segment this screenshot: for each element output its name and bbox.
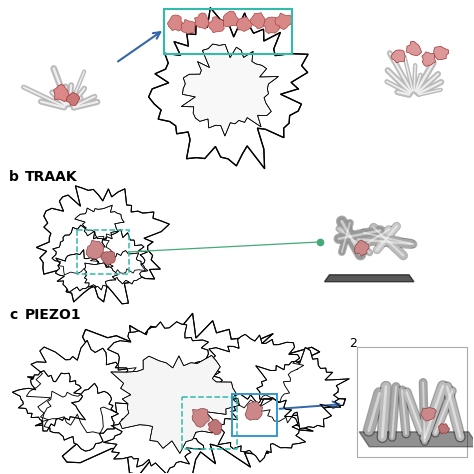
- Polygon shape: [66, 92, 80, 105]
- Bar: [232, 394, 277, 436]
- Polygon shape: [250, 13, 265, 29]
- Polygon shape: [223, 11, 239, 27]
- Text: TRAAK: TRAAK: [25, 170, 78, 184]
- Polygon shape: [325, 275, 414, 282]
- Polygon shape: [256, 347, 349, 428]
- Text: PIEZO1: PIEZO1: [25, 308, 82, 321]
- Polygon shape: [27, 340, 137, 434]
- Polygon shape: [54, 84, 70, 101]
- Polygon shape: [208, 419, 222, 435]
- Bar: [77, 230, 128, 274]
- Polygon shape: [12, 371, 85, 431]
- Polygon shape: [111, 356, 240, 454]
- Polygon shape: [237, 17, 253, 31]
- Polygon shape: [194, 13, 209, 29]
- Polygon shape: [36, 186, 169, 304]
- Polygon shape: [181, 19, 196, 34]
- Text: 2: 2: [349, 337, 357, 350]
- Polygon shape: [355, 240, 369, 256]
- Polygon shape: [245, 401, 263, 420]
- Polygon shape: [84, 263, 118, 290]
- Polygon shape: [40, 383, 118, 451]
- Polygon shape: [75, 205, 124, 239]
- Polygon shape: [181, 44, 278, 136]
- Polygon shape: [192, 409, 209, 428]
- Polygon shape: [407, 41, 421, 56]
- Polygon shape: [206, 334, 304, 408]
- Polygon shape: [108, 322, 209, 392]
- Bar: [357, 347, 466, 457]
- Polygon shape: [275, 13, 292, 29]
- Polygon shape: [359, 432, 474, 447]
- Polygon shape: [52, 225, 114, 275]
- Polygon shape: [264, 17, 280, 34]
- Polygon shape: [208, 17, 224, 33]
- Polygon shape: [167, 15, 183, 31]
- Polygon shape: [214, 394, 306, 462]
- Polygon shape: [104, 406, 204, 474]
- Polygon shape: [438, 424, 449, 434]
- Polygon shape: [55, 250, 107, 292]
- Polygon shape: [86, 240, 104, 259]
- Polygon shape: [91, 229, 147, 276]
- Bar: [164, 9, 292, 54]
- Bar: [182, 397, 237, 449]
- Text: b: b: [9, 170, 19, 184]
- Polygon shape: [101, 251, 115, 265]
- Polygon shape: [420, 408, 437, 421]
- Polygon shape: [391, 50, 405, 63]
- Polygon shape: [434, 46, 449, 60]
- Polygon shape: [107, 251, 148, 284]
- Text: c: c: [9, 308, 18, 321]
- Polygon shape: [422, 52, 436, 66]
- Polygon shape: [16, 313, 345, 474]
- Polygon shape: [149, 8, 308, 169]
